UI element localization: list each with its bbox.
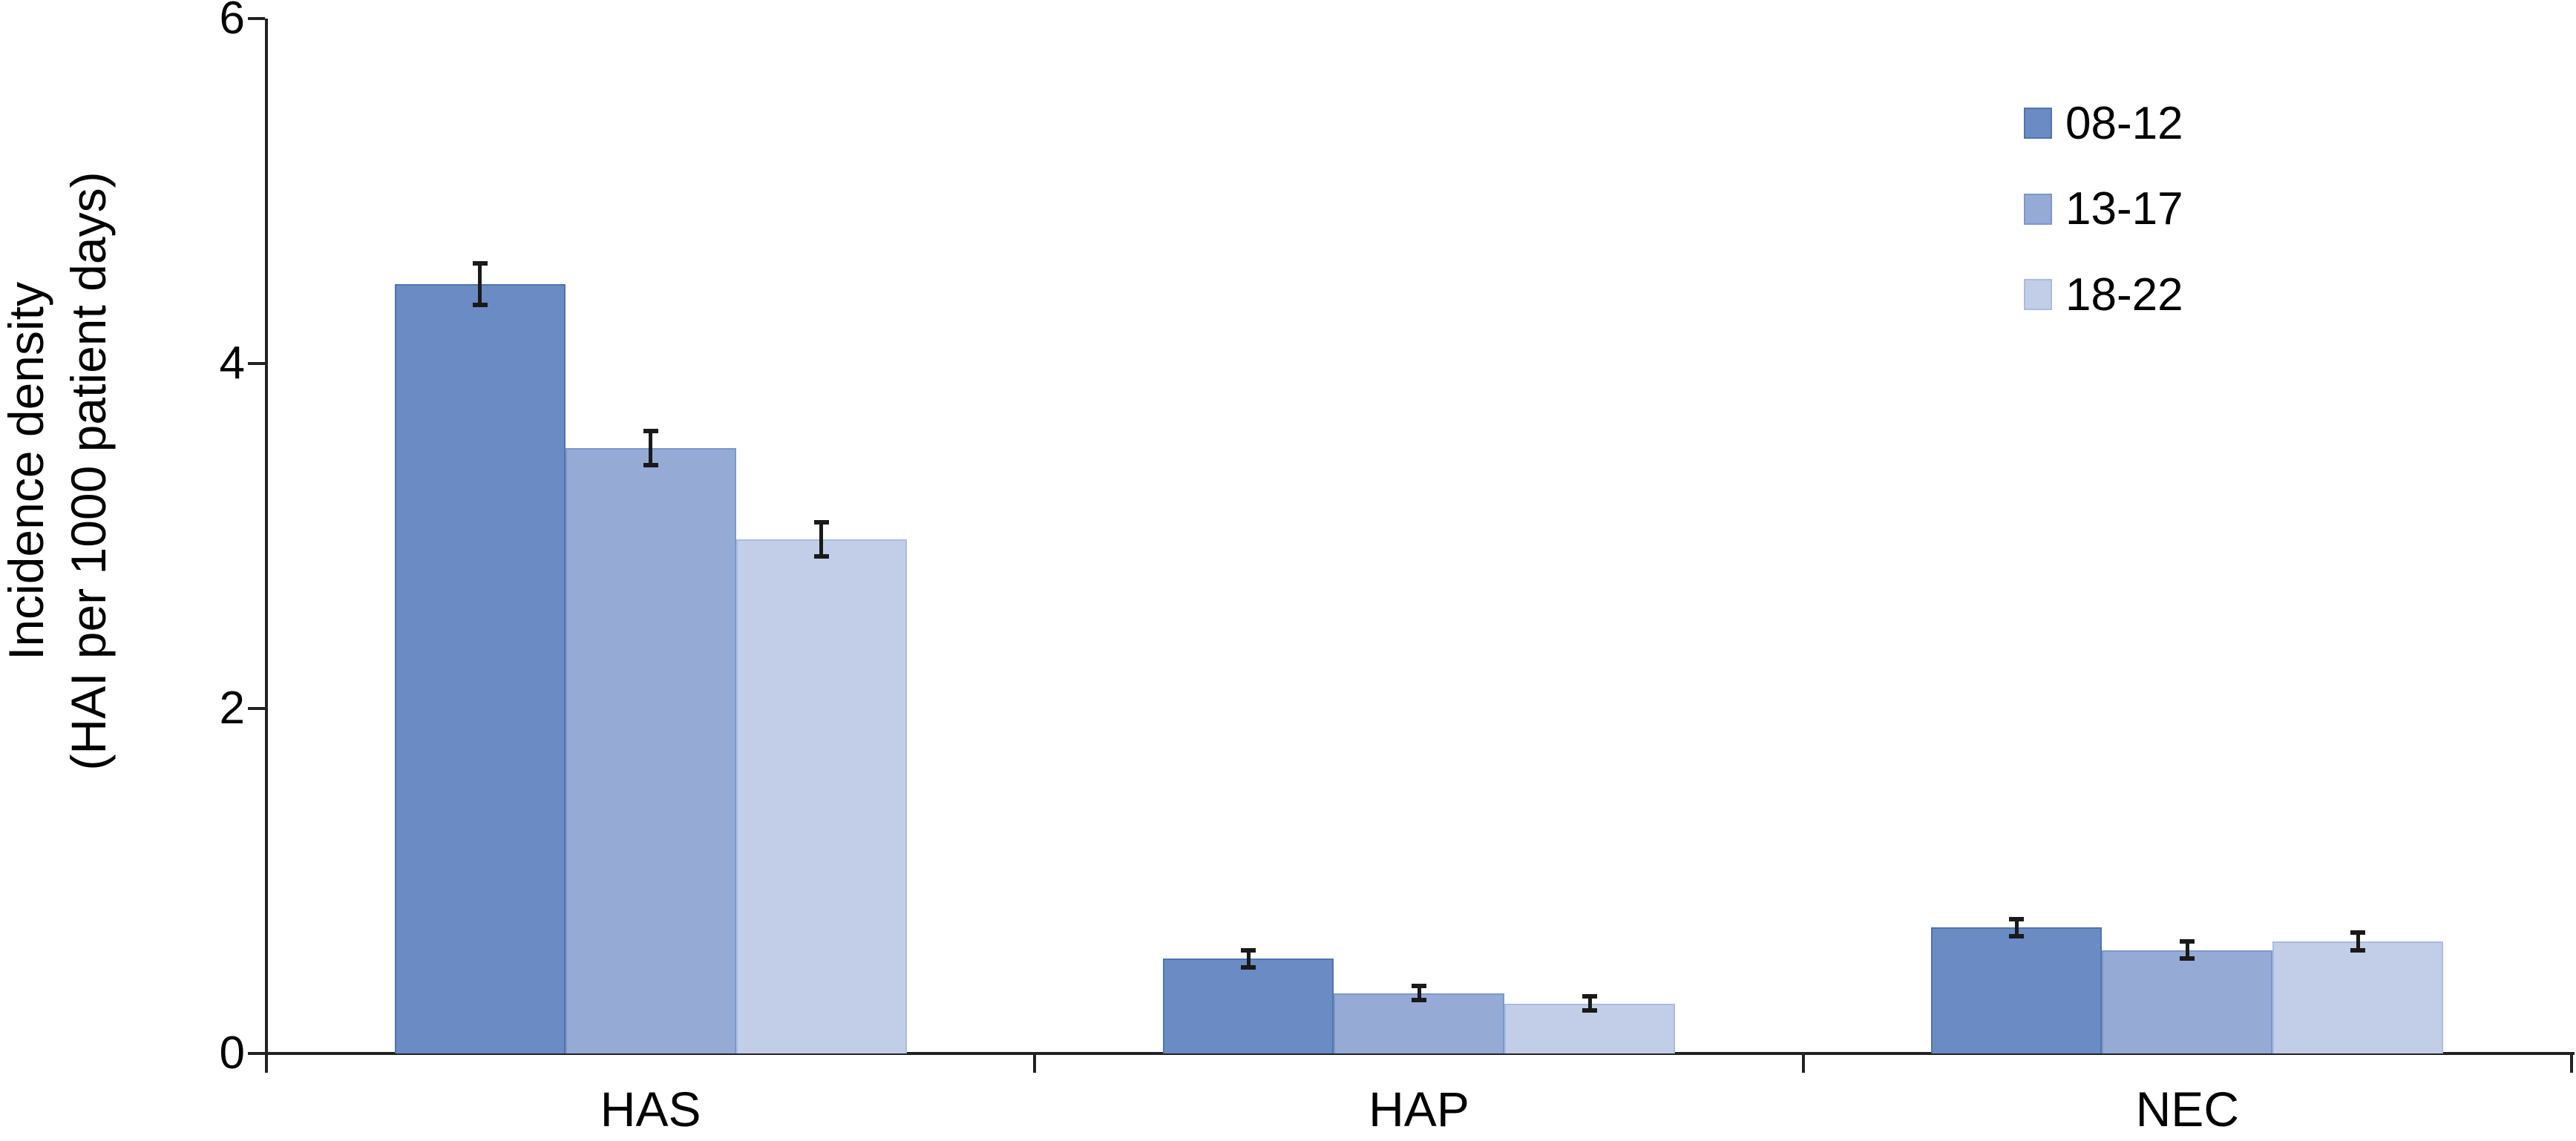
error-bar-cap-top-HAP-08-12 <box>1241 947 1256 953</box>
legend-item-13-17: 13-17 <box>2024 180 2183 239</box>
error-bar-cap-bottom-NEC-18-22 <box>2350 947 2366 953</box>
error-bar-cap-bottom-NEC-08-12 <box>2009 933 2025 938</box>
legend-swatch-13-17 <box>2024 193 2052 225</box>
error-bar-cap-bottom-HAP-08-12 <box>1241 964 1256 970</box>
error-bar-cap-bottom-HAP-18-22 <box>1582 1007 1597 1013</box>
legend-label-18-22: 18-22 <box>2065 269 2183 320</box>
x-tick-mark <box>2570 1053 2573 1073</box>
x-category-label-HAS: HAS <box>600 1082 701 1137</box>
y-tick-label: 0 <box>219 1027 245 1079</box>
error-bar-line-NEC-08-12 <box>2014 918 2019 936</box>
error-bar-cap-top-NEC-18-22 <box>2350 930 2366 936</box>
error-bar-cap-top-HAS-13-17 <box>643 428 658 433</box>
bar-HAS-08-12 <box>394 284 566 1053</box>
x-tick-mark <box>1801 1053 1805 1073</box>
legend-item-08-12: 08-12 <box>2024 93 2183 153</box>
bar-HAP-08-12 <box>1163 958 1334 1053</box>
error-bar-cap-bottom-HAP-13-17 <box>1412 997 1426 1002</box>
y-tick-label: 6 <box>219 0 245 44</box>
y-tick-mark <box>248 1052 265 1055</box>
x-category-label-HAP: HAP <box>1369 1082 1469 1137</box>
legend-swatch-18-22 <box>2024 279 2052 310</box>
error-bar-cap-top-NEC-08-12 <box>2009 916 2025 921</box>
error-bar-cap-top-HAS-08-12 <box>472 261 488 266</box>
bar-HAP-13-17 <box>1334 993 1504 1053</box>
bar-NEC-08-12 <box>1931 927 2103 1053</box>
error-bar-line-HAP-13-17 <box>1417 986 1421 1000</box>
y-tick-mark <box>248 707 265 710</box>
error-bar-cap-top-HAP-13-17 <box>1412 984 1426 989</box>
legend-swatch-08-12 <box>2024 108 2052 139</box>
x-category-label-NEC: NEC <box>2135 1082 2239 1137</box>
y-tick-mark <box>248 17 265 20</box>
error-bar-cap-top-NEC-13-17 <box>2180 938 2195 944</box>
bar-NEC-13-17 <box>2102 950 2273 1053</box>
bar-NEC-18-22 <box>2272 941 2444 1053</box>
error-bar-line-HAP-08-12 <box>1246 950 1251 967</box>
error-bar-line-HAP-18-22 <box>1587 996 1592 1010</box>
y-tick-mark <box>248 362 265 365</box>
error-bar-cap-bottom-NEC-13-17 <box>2180 956 2195 961</box>
legend-label-08-12: 08-12 <box>2065 97 2183 149</box>
legend-label-13-17: 13-17 <box>2065 183 2183 234</box>
y-axis-line <box>265 19 268 1059</box>
bar-HAS-13-17 <box>565 447 736 1053</box>
y-tick-label: 2 <box>219 683 245 734</box>
error-bar-line-HAS-18-22 <box>819 522 824 557</box>
error-bar-cap-top-HAS-18-22 <box>813 519 829 525</box>
x-tick-mark <box>1033 1053 1037 1073</box>
error-bar-cap-bottom-HAS-18-22 <box>813 554 829 559</box>
error-bar-line-HAS-08-12 <box>478 263 482 305</box>
error-bar-line-NEC-18-22 <box>2356 933 2360 950</box>
error-bar-cap-top-HAP-18-22 <box>1582 994 1597 999</box>
x-axis-line <box>249 1052 2575 1055</box>
error-bar-cap-bottom-HAS-08-12 <box>472 302 488 307</box>
error-bar-cap-bottom-HAS-13-17 <box>643 463 658 468</box>
error-bar-line-NEC-13-17 <box>2185 941 2189 959</box>
y-tick-label: 4 <box>219 338 245 389</box>
legend-item-18-22: 18-22 <box>2024 265 2183 324</box>
bar-HAS-18-22 <box>735 539 907 1053</box>
error-bar-line-HAS-13-17 <box>649 430 653 466</box>
x-tick-mark <box>265 1053 268 1073</box>
